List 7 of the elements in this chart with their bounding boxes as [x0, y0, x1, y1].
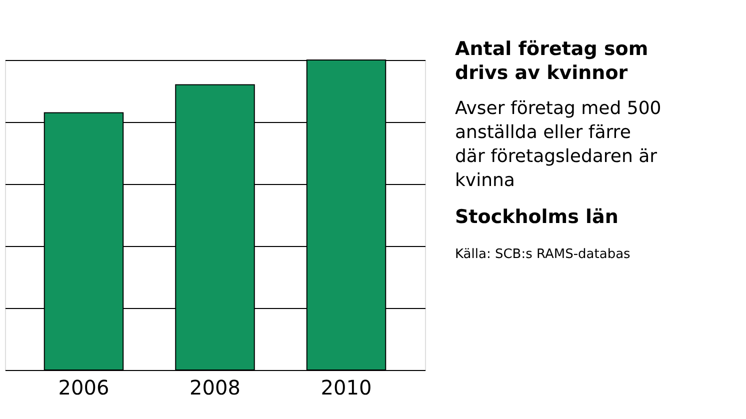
x-tick-label: 2010	[320, 376, 372, 400]
text: Antal företag som drivs av kvinnor	[455, 38, 648, 84]
x-tick-label: 2008	[190, 376, 240, 400]
text: Stockholms län	[455, 206, 618, 228]
text: Källa: SCB:s RAMS-databas	[455, 247, 631, 262]
text: Avser företag med 500 anställda eller färre där företagsledaren är kvinna	[455, 98, 662, 191]
x-tick-label: 2006	[58, 376, 110, 400]
